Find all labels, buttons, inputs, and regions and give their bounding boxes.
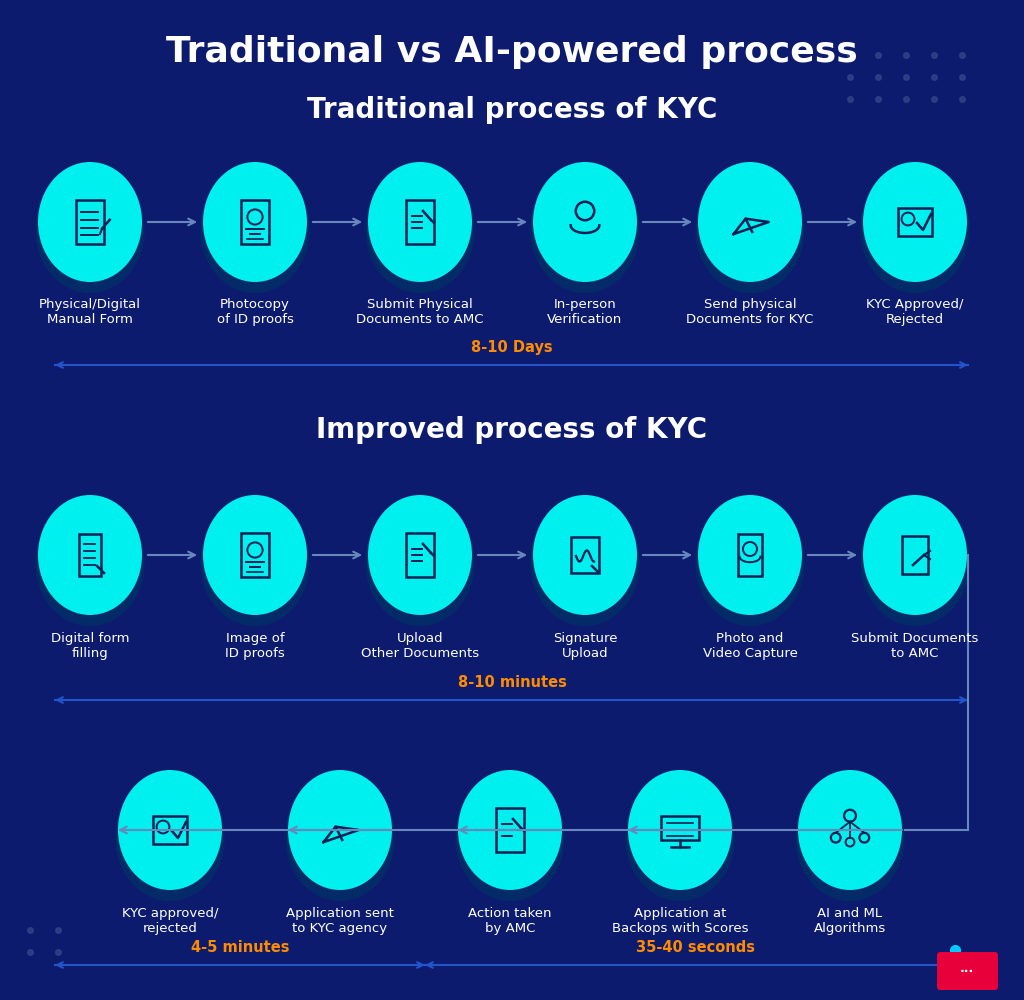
Ellipse shape — [366, 500, 474, 626]
Bar — [241, 200, 269, 244]
Text: 35-40 seconds: 35-40 seconds — [637, 940, 756, 955]
Ellipse shape — [534, 162, 637, 282]
Ellipse shape — [863, 162, 967, 282]
Ellipse shape — [695, 500, 805, 626]
Bar — [241, 533, 269, 577]
Text: KYC approved/
rejected: KYC approved/ rejected — [122, 907, 218, 935]
Text: Traditional process of KYC: Traditional process of KYC — [307, 96, 717, 124]
Bar — [406, 533, 434, 577]
Bar — [406, 200, 434, 244]
Ellipse shape — [116, 775, 224, 901]
Ellipse shape — [628, 770, 732, 890]
Bar — [902, 536, 928, 574]
Ellipse shape — [368, 162, 472, 282]
Ellipse shape — [286, 775, 394, 901]
Ellipse shape — [698, 162, 802, 282]
Text: AI and ML
Algorithms: AI and ML Algorithms — [814, 907, 886, 935]
Ellipse shape — [530, 167, 640, 293]
Bar — [153, 816, 187, 844]
Text: Action taken
by AMC: Action taken by AMC — [468, 907, 552, 935]
Ellipse shape — [288, 770, 392, 890]
Text: Submit Documents
to AMC: Submit Documents to AMC — [851, 632, 979, 660]
FancyBboxPatch shape — [937, 952, 998, 990]
Bar — [571, 537, 599, 573]
Text: Photo and
Video Capture: Photo and Video Capture — [702, 632, 798, 660]
Bar — [662, 816, 698, 840]
Ellipse shape — [38, 162, 142, 282]
Bar — [738, 534, 762, 576]
Ellipse shape — [860, 167, 970, 293]
Bar — [898, 208, 932, 236]
Ellipse shape — [456, 775, 564, 901]
Ellipse shape — [695, 167, 805, 293]
Ellipse shape — [534, 495, 637, 615]
Ellipse shape — [366, 167, 474, 293]
Text: Signature
Upload: Signature Upload — [553, 632, 617, 660]
Ellipse shape — [698, 495, 802, 615]
Ellipse shape — [201, 500, 309, 626]
Text: Image of
ID proofs: Image of ID proofs — [225, 632, 285, 660]
Text: Photocopy
of ID proofs: Photocopy of ID proofs — [216, 298, 294, 326]
Ellipse shape — [458, 770, 562, 890]
Text: Physical/Digital
Manual Form: Physical/Digital Manual Form — [39, 298, 141, 326]
Ellipse shape — [368, 495, 472, 615]
Text: Send physical
Documents for KYC: Send physical Documents for KYC — [686, 298, 814, 326]
Text: Submit Physical
Documents to AMC: Submit Physical Documents to AMC — [356, 298, 483, 326]
Ellipse shape — [38, 495, 142, 615]
Text: ···: ··· — [959, 964, 974, 978]
Ellipse shape — [863, 495, 967, 615]
Text: Digital form
filling: Digital form filling — [51, 632, 129, 660]
Ellipse shape — [796, 775, 904, 901]
Text: Application sent
to KYC agency: Application sent to KYC agency — [286, 907, 394, 935]
Ellipse shape — [203, 495, 307, 615]
Ellipse shape — [36, 167, 144, 293]
Ellipse shape — [201, 167, 309, 293]
Ellipse shape — [626, 775, 734, 901]
Text: 8-10 minutes: 8-10 minutes — [458, 675, 566, 690]
Text: KYC Approved/
Rejected: KYC Approved/ Rejected — [866, 298, 964, 326]
Text: 8-10 Days: 8-10 Days — [471, 340, 553, 355]
Bar — [76, 200, 104, 244]
Bar — [79, 534, 101, 576]
Text: Upload
Other Documents: Upload Other Documents — [360, 632, 479, 660]
Ellipse shape — [118, 770, 222, 890]
Ellipse shape — [203, 162, 307, 282]
Text: In-person
Verification: In-person Verification — [548, 298, 623, 326]
Ellipse shape — [36, 500, 144, 626]
Text: Traditional vs AI-powered process: Traditional vs AI-powered process — [166, 35, 858, 69]
Bar — [496, 808, 524, 852]
Text: 4-5 minutes: 4-5 minutes — [190, 940, 289, 955]
Ellipse shape — [530, 500, 640, 626]
Text: Application at
Backops with Scores: Application at Backops with Scores — [611, 907, 749, 935]
Text: Improved process of KYC: Improved process of KYC — [316, 416, 708, 444]
Ellipse shape — [798, 770, 902, 890]
Ellipse shape — [860, 500, 970, 626]
